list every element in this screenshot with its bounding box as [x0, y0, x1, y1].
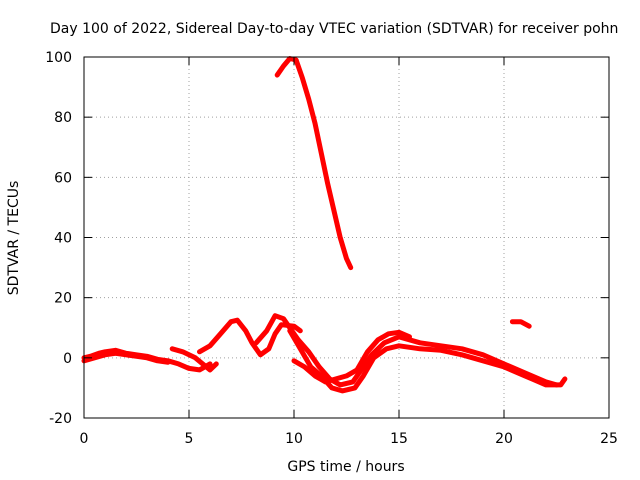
x-tick-label: 15: [390, 431, 408, 447]
y-tick-label: -20: [49, 411, 72, 427]
y-tick-label: 40: [54, 231, 72, 247]
series-line-satellite-track-5: [253, 313, 559, 388]
y-tick-label: 60: [54, 170, 72, 186]
chart-title: Day 100 of 2022, Sidereal Day-to-day VTE…: [50, 21, 618, 37]
chart-grid: [84, 57, 609, 418]
x-axis-title: GPS time / hours: [287, 459, 404, 475]
y-tick-label: 100: [45, 50, 72, 66]
x-tick-label: 0: [80, 431, 89, 447]
series-line-satellite-track-4: [197, 317, 303, 358]
y-tick-label: 80: [54, 110, 72, 126]
x-tick-label: 5: [185, 431, 194, 447]
series-line-satellite-track-9: [509, 319, 532, 329]
x-tick-label: 25: [600, 431, 618, 447]
series-line-satellite-track-3: [169, 346, 219, 373]
y-tick-label: 0: [63, 351, 72, 367]
chart-tick-labels: 0 5 10 15 20 25 -20 0 20 40 60 80 100: [45, 50, 618, 447]
chart-ticks: [83, 56, 610, 419]
x-tick-label: 10: [285, 431, 303, 447]
series-line-satellite-track-7: [291, 329, 412, 385]
chart-series-group: [81, 56, 568, 394]
series-line-satellite-track-8: [274, 56, 354, 271]
y-tick-label: 20: [54, 291, 72, 307]
x-tick-label: 20: [495, 431, 513, 447]
y-axis-title: SDTVAR / TECUs: [6, 181, 22, 296]
series-line-satellite-track-2: [81, 350, 171, 365]
